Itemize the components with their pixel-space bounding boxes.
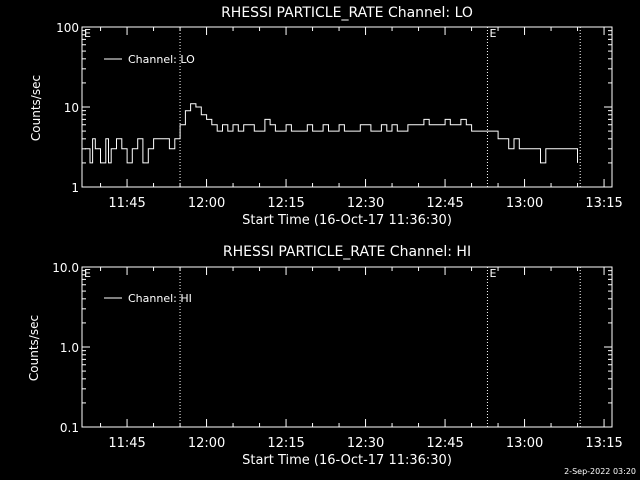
lo-event-marker: E <box>84 27 91 40</box>
lo-y-tick-label: 10 <box>64 101 79 115</box>
hi-legend-label: Channel: HI <box>128 292 192 305</box>
hi-y-tick-label: 10.0 <box>52 261 79 275</box>
hi-x-tick-label: 12:30 <box>347 436 384 451</box>
hi-event-marker: E <box>489 267 496 280</box>
lo-x-tick-label: 13:00 <box>506 196 543 211</box>
lo-x-tick-label: 11:45 <box>108 196 145 211</box>
hi-x-axis-label: Start Time (16-Oct-17 11:36:30) <box>242 453 452 468</box>
lo-chart-title: RHESSI PARTICLE_RATE Channel: LO <box>221 5 473 21</box>
hi-x-tick-label: 11:45 <box>108 436 145 451</box>
lo-legend-label: Channel: LO <box>128 53 195 66</box>
lo-legend: Channel: LO <box>104 53 195 66</box>
hi-x-tick-label: 12:15 <box>267 436 304 451</box>
lo-x-tick-label: 12:15 <box>267 196 304 211</box>
lo-series-line <box>84 103 578 164</box>
footer-timestamp: 2-Sep-2022 03:20 <box>564 467 636 476</box>
hi-rate-panel: RHESSI PARTICLE_RATE Channel: HI Counts/… <box>27 244 623 468</box>
hi-y-tick-label: 0.1 <box>60 421 79 435</box>
hi-x-tick-label: 12:45 <box>426 436 463 451</box>
hi-x-tick-label: 13:00 <box>506 436 543 451</box>
lo-x-tick-label: 12:00 <box>188 196 225 211</box>
hi-y-axis-label: Counts/sec <box>27 315 41 381</box>
hi-event-marker: E <box>84 267 91 280</box>
lo-rate-panel: RHESSI PARTICLE_RATE Channel: LO Counts/… <box>29 5 623 228</box>
hi-x-tick-label: 12:00 <box>188 436 225 451</box>
hi-legend: Channel: HI <box>104 292 192 305</box>
lo-y-axis-label: Counts/sec <box>29 75 43 141</box>
lo-x-tick-label: 13:15 <box>585 196 622 211</box>
lo-y-tick-label: 100 <box>56 21 79 35</box>
lo-x-tick-label: 12:30 <box>347 196 384 211</box>
hi-y-tick-label: 1.0 <box>60 341 79 355</box>
lo-x-tick-label: 12:45 <box>426 196 463 211</box>
lo-event-marker: E <box>489 27 496 40</box>
hi-chart-title: RHESSI PARTICLE_RATE Channel: HI <box>223 244 471 260</box>
hi-x-tick-label: 13:15 <box>585 436 622 451</box>
lo-x-axis-label: Start Time (16-Oct-17 11:36:30) <box>242 213 452 228</box>
lo-y-tick-label: 1 <box>71 181 79 195</box>
